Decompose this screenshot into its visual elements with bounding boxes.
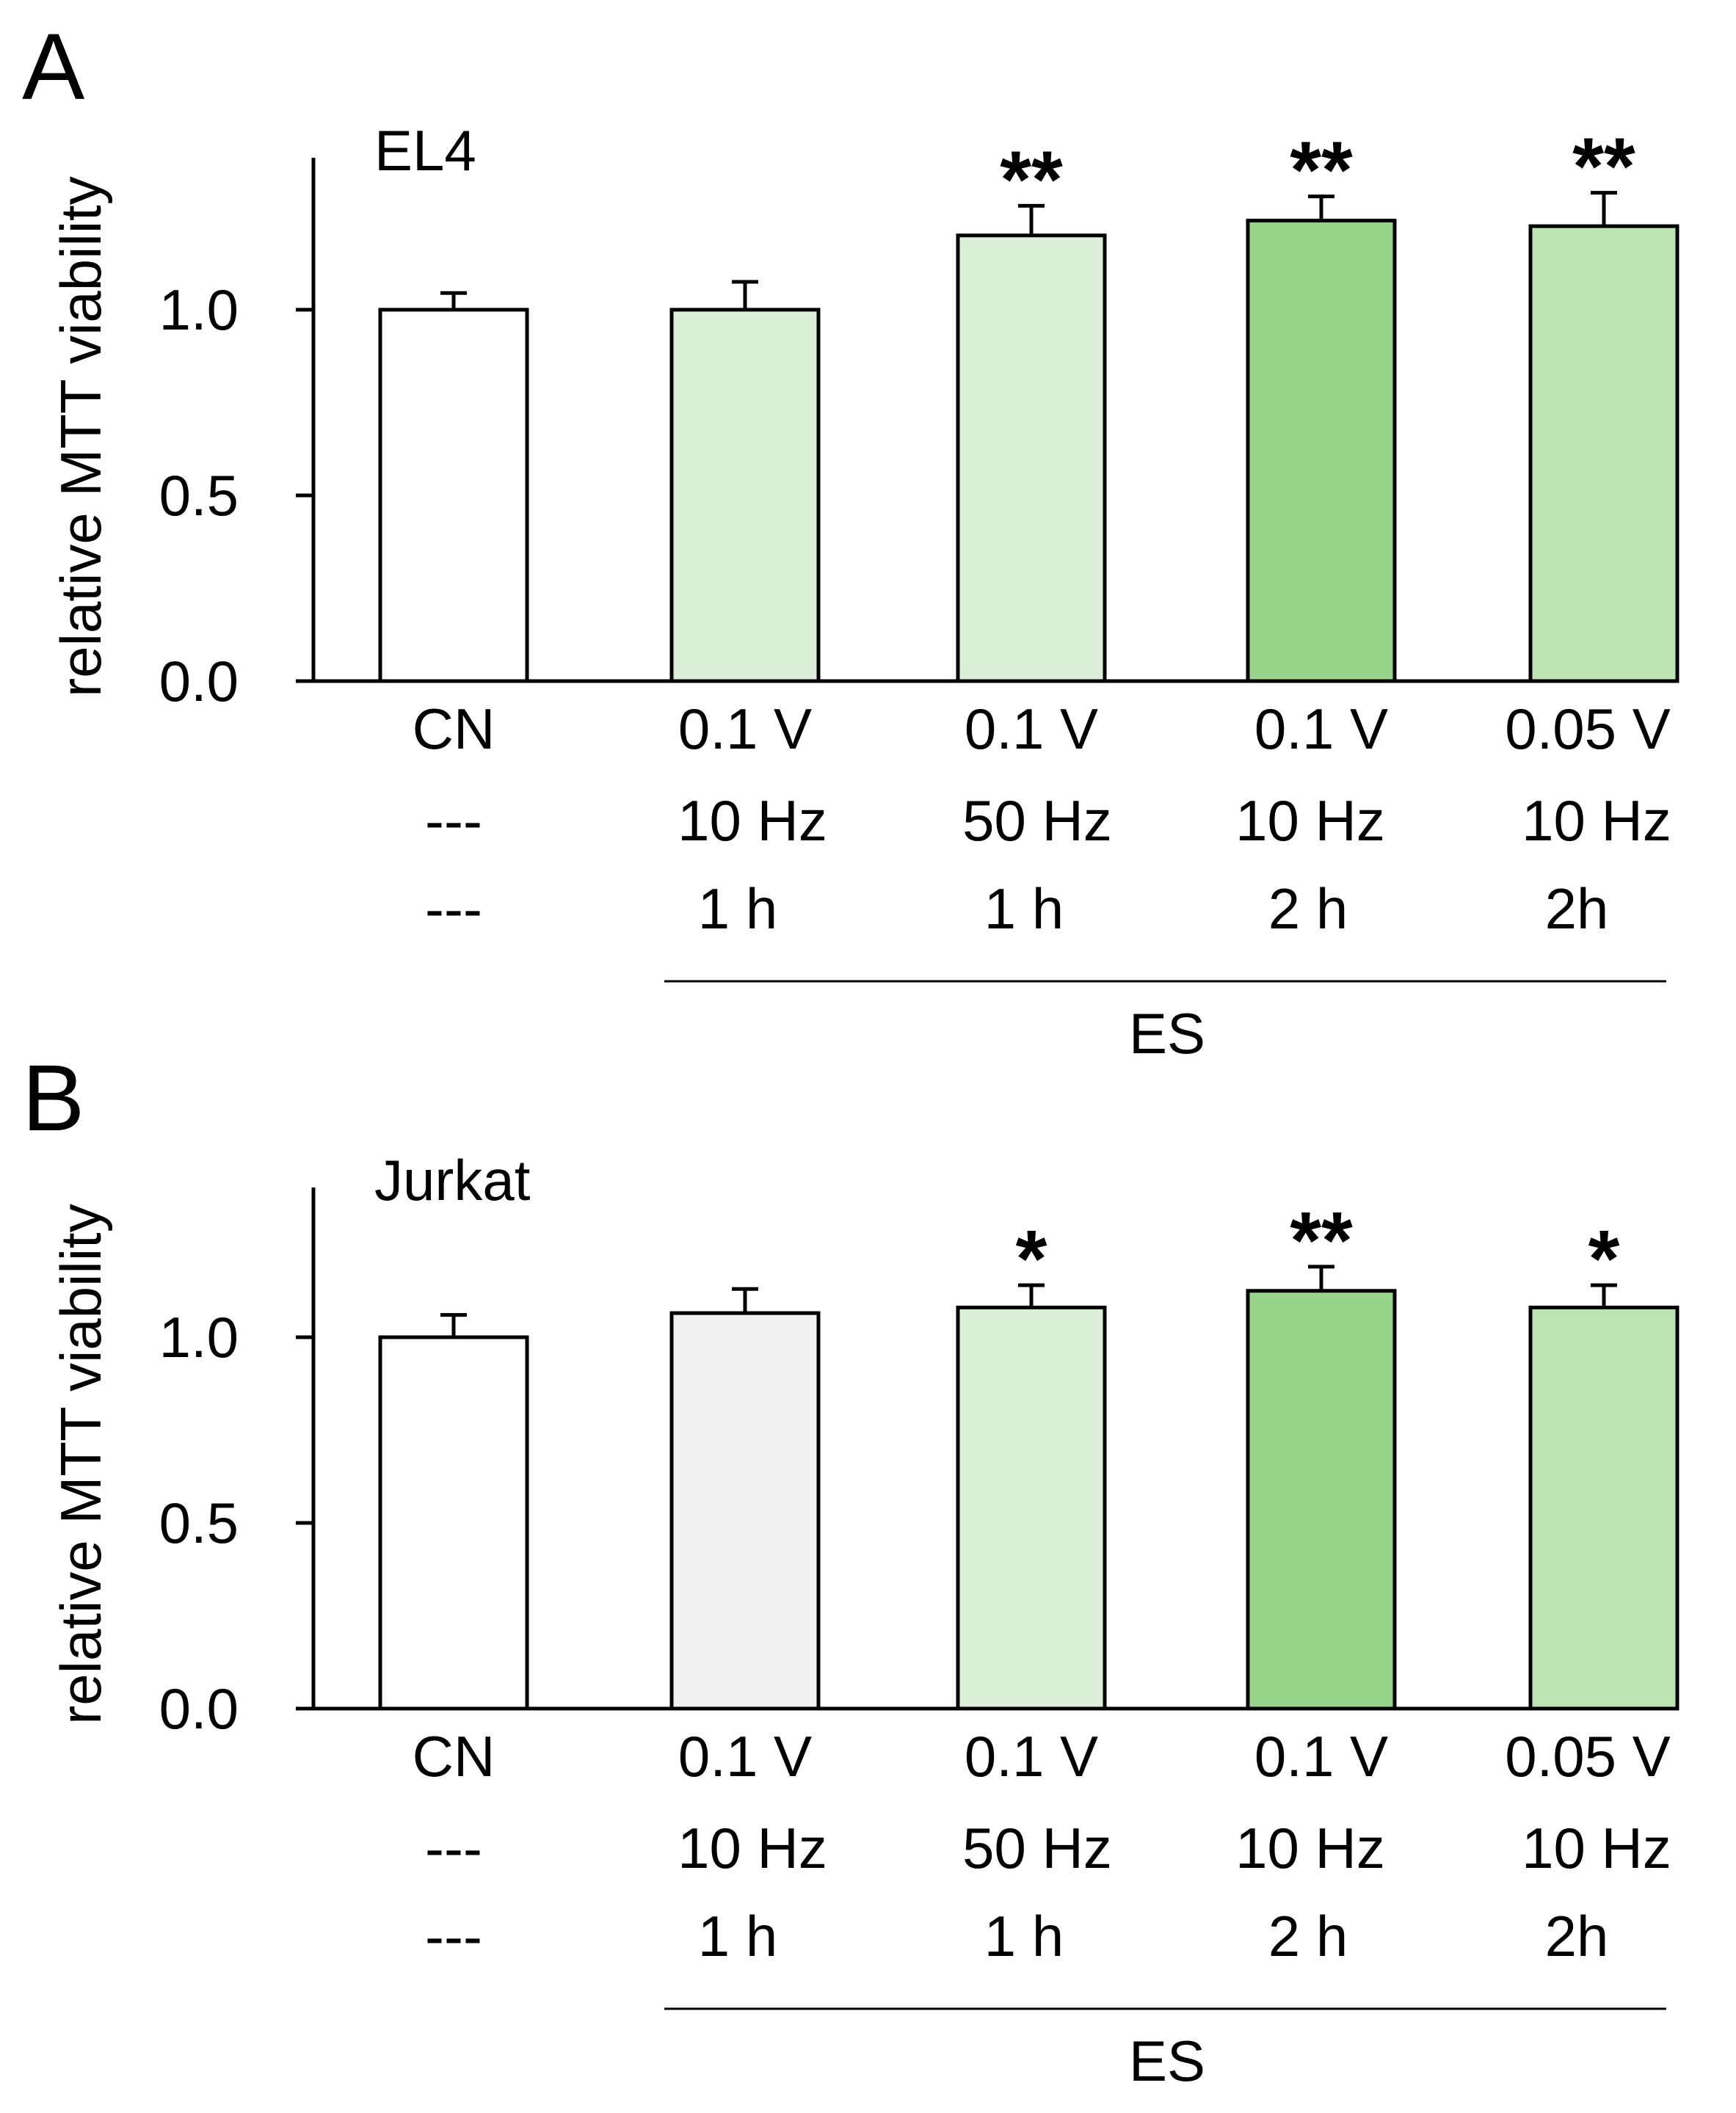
y-tick-label: 0.0 [159,1676,239,1741]
category-label-line1: 0.1 V [678,697,812,761]
panel-b: B Jurkat relative MTT viability 0.0 0.5 … [22,1046,1679,2093]
y-tick-label: 0.5 [159,463,239,528]
bar [669,1311,821,1711]
category-label-line1: CN [413,697,495,761]
category-label-line1: 0.1 V [1254,1724,1388,1789]
category-label-line3: 2h [1545,876,1609,941]
category-label-line2: 10 Hz [1522,788,1671,853]
y-ticks: 0.0 0.5 1.0 [159,277,313,713]
error-bars [440,1265,1617,1337]
category-label-line3: 2 h [1268,876,1348,941]
category-label-line1: CN [413,1724,495,1789]
y-axis-label: relative MTT viability [48,176,113,697]
error-bars [440,191,1617,310]
category-label-line1: 0.1 V [965,1724,1098,1789]
category-label-line2: 10 Hz [1522,1816,1671,1880]
significance-marks: ** ** ** [1000,122,1635,225]
significance-mark: ** [1290,1196,1353,1286]
category-label-line1: 0.1 V [965,697,1098,761]
category-label-line3: --- [425,876,482,941]
y-tick-label: 0.0 [159,649,239,713]
category-label-line3: 2h [1545,1904,1609,1968]
bars [378,1289,1679,1711]
bar [1246,1289,1397,1711]
category-label-line2: 50 Hz [962,1816,1112,1880]
category-label-line2: 10 Hz [678,788,827,853]
significance-marks: * ** * [1016,1196,1620,1304]
group-label: ES [1129,2029,1205,2093]
y-tick-label: 0.5 [159,1491,239,1555]
category-label-line2: 10 Hz [1235,788,1385,853]
category-label-line3: 2 h [1268,1904,1348,1968]
chart-title: EL4 [374,118,476,183]
category-label-line2: 50 Hz [962,788,1112,853]
category-label-line2: --- [425,788,482,853]
panel-letter: B [22,1046,84,1151]
bar [669,308,821,683]
significance-mark: ** [1572,122,1635,212]
category-labels: CN --- --- 0.1 V 10 Hz 1 h 0.1 V 50 Hz 1… [413,1724,1671,1968]
bars [378,219,1679,683]
panel-letter: A [22,15,85,120]
significance-mark: ** [1290,126,1353,216]
category-label-line3: --- [425,1904,482,1968]
category-label-line3: 1 h [698,1904,777,1968]
y-tick-label: 1.0 [159,1305,239,1370]
bar [378,1335,529,1711]
bar [956,1306,1107,1711]
category-label-line2: --- [425,1816,482,1880]
chart-title: Jurkat [374,1148,531,1212]
bar [1528,224,1679,683]
category-label-line1: 0.05 V [1505,1724,1671,1789]
category-label-line1: 0.1 V [678,1724,812,1789]
y-tick-label: 1.0 [159,277,239,342]
category-label-line3: 1 h [984,876,1064,941]
bar [956,233,1107,683]
category-label-line2: 10 Hz [678,1816,827,1880]
category-label-line3: 1 h [984,1904,1064,1968]
category-label-line2: 10 Hz [1235,1816,1385,1880]
bar [378,308,529,683]
significance-mark: ** [1000,134,1063,225]
y-axis-label: relative MTT viability [48,1204,113,1724]
significance-mark: * [1588,1214,1620,1304]
category-labels: CN --- --- 0.1 V 10 Hz 1 h 0.1 V 50 Hz 1… [413,697,1671,941]
group-label: ES [1129,1001,1205,1066]
bar [1246,219,1397,683]
y-ticks: 0.0 0.5 1.0 [159,1305,313,1741]
panel-a: A EL4 relative MTT viability 0.0 0.5 1.0… [22,15,1679,1066]
bar [1528,1306,1679,1711]
category-label-line1: 0.05 V [1505,697,1671,761]
category-label-line1: 0.1 V [1254,697,1388,761]
significance-mark: * [1016,1214,1047,1304]
category-label-line3: 1 h [698,876,777,941]
